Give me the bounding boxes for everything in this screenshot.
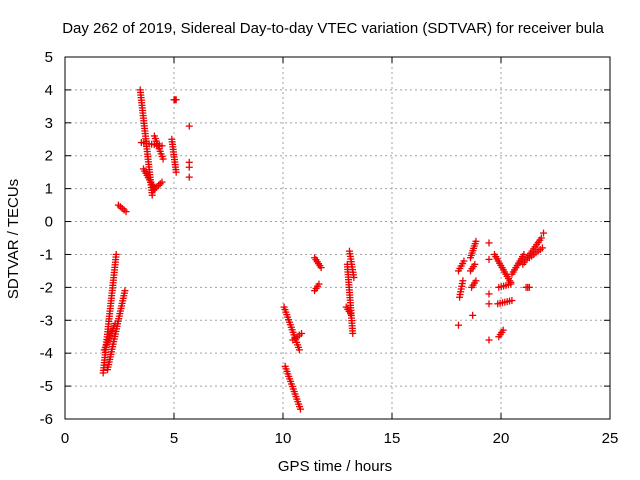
data-point [520,250,528,258]
data-points-layer [99,86,548,413]
data-point [485,300,493,308]
data-point [315,280,323,288]
y-tick-label: 4 [45,82,53,99]
data-point [469,311,477,319]
data-point [350,273,358,281]
data-point [460,257,468,265]
data-point [122,208,130,216]
y-tick-label: -2 [40,279,53,296]
data-point [507,278,515,286]
data-point [295,346,303,354]
data-point [485,255,493,263]
data-point [172,168,180,176]
data-point [159,155,167,163]
data-point [485,290,493,298]
data-point [172,96,180,104]
y-tick-label: -1 [40,246,53,263]
grid-layer [65,57,610,419]
y-tick-label: -4 [40,345,53,362]
data-point [472,237,480,245]
x-tick-label: 15 [384,430,401,447]
data-point [472,277,480,285]
x-tick-label: 5 [170,430,178,447]
data-point [499,326,507,334]
data-point [459,277,467,285]
y-axis-label: SDTVAR / TECUs [5,179,22,299]
data-point [148,191,156,199]
data-point [111,320,119,328]
y-tick-label: 0 [45,214,53,231]
data-point [296,405,304,413]
x-tick-label: 10 [275,430,292,447]
x-axis-label: GPS time / hours [278,458,392,475]
plot-frame [64,56,611,420]
data-point [525,283,533,291]
chart-title: Day 262 of 2019, Sidereal Day-to-day VTE… [62,20,604,37]
data-point [347,310,355,318]
data-point [538,244,546,252]
y-tick-label: 1 [45,181,53,198]
x-tick-label: 0 [61,430,69,447]
x-tick-label: 20 [493,430,510,447]
data-point [471,260,479,268]
y-tick-label: 3 [45,115,53,132]
data-point [485,336,493,344]
data-point [298,329,306,337]
y-tick-label: -5 [40,378,53,395]
data-point [454,321,462,329]
y-tick-label: -3 [40,312,53,329]
y-tick-label: -6 [40,411,53,428]
data-point [537,234,545,242]
data-point [185,163,193,171]
y-tick-label: 2 [45,148,53,165]
data-point [156,180,164,188]
data-point [112,250,120,258]
x-tick-label: 25 [602,430,619,447]
tick-layer: 0 5 10 15 20 25 -6 -5 -4 -3 -2 -1 0 1 2 3 4 5 [40,49,619,447]
data-point [121,287,129,295]
data-point [540,229,548,237]
data-point [158,178,166,186]
data-point [155,181,163,189]
data-point [185,122,193,130]
data-point [508,297,516,305]
y-tick-label: 5 [45,49,53,66]
data-point [506,277,514,285]
data-point [185,173,193,181]
data-point [485,239,493,247]
data-point [317,264,325,272]
data-point [349,329,357,337]
